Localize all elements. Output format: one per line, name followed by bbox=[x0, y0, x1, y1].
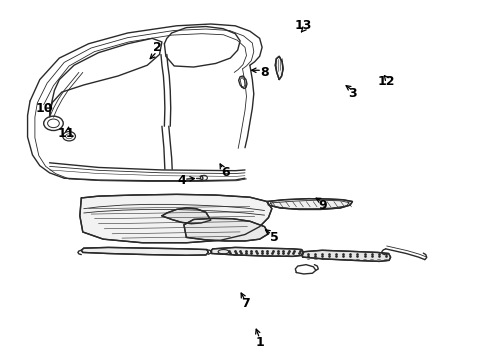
Text: 2: 2 bbox=[153, 41, 161, 54]
Polygon shape bbox=[80, 194, 272, 243]
Text: 1: 1 bbox=[255, 336, 264, 348]
Text: 13: 13 bbox=[295, 19, 312, 32]
Polygon shape bbox=[162, 208, 211, 224]
Text: 10: 10 bbox=[36, 102, 53, 115]
Polygon shape bbox=[267, 199, 352, 210]
Text: 9: 9 bbox=[319, 199, 327, 212]
Polygon shape bbox=[302, 250, 391, 261]
Polygon shape bbox=[184, 219, 269, 241]
Text: 12: 12 bbox=[378, 75, 395, 88]
Polygon shape bbox=[81, 247, 208, 255]
Polygon shape bbox=[275, 56, 283, 80]
Polygon shape bbox=[211, 247, 304, 256]
Text: 6: 6 bbox=[221, 166, 230, 179]
Text: 8: 8 bbox=[260, 66, 269, 79]
Text: 5: 5 bbox=[270, 231, 279, 244]
Text: 11: 11 bbox=[58, 127, 75, 140]
Text: 4: 4 bbox=[177, 174, 186, 186]
Text: 3: 3 bbox=[348, 87, 357, 100]
Text: 7: 7 bbox=[241, 297, 249, 310]
